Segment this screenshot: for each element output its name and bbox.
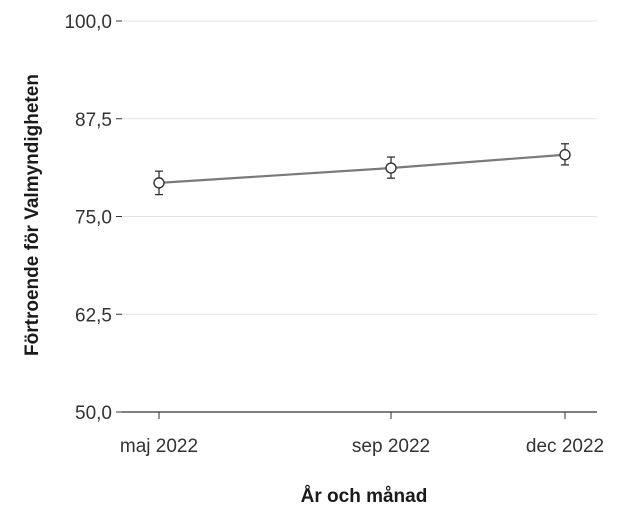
data-point [385, 162, 397, 174]
data-point [559, 149, 571, 161]
y-tick-label: 75,0 [75, 208, 112, 229]
y-axis-title: Förtroende för Valmyndigheten [22, 74, 43, 356]
y-axis-ticks: 50,0 62,5 75,0 87,5 100,0 [64, 12, 122, 424]
x-tick-label: dec 2022 [526, 436, 604, 457]
y-tick-label: 50,0 [75, 403, 112, 424]
x-axis: maj 2022 sep 2022 dec 2022 [120, 412, 604, 457]
y-tick-label: 87,5 [75, 110, 112, 131]
series-line [158, 153, 566, 184]
y-tick-label: 100,0 [64, 12, 112, 33]
series-group [153, 143, 571, 196]
x-tick-label: sep 2022 [352, 436, 430, 457]
data-point [153, 177, 165, 189]
x-tick-label: maj 2022 [120, 436, 198, 457]
y-tick-label: 62,5 [75, 305, 112, 326]
gridlines [122, 20, 597, 413]
x-axis-title: År och månad [301, 486, 428, 507]
